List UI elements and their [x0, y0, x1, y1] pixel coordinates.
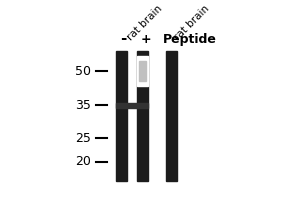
Text: -: - — [120, 31, 127, 46]
Bar — [166, 51, 177, 181]
Text: 25: 25 — [75, 132, 91, 145]
Text: 20: 20 — [75, 155, 91, 168]
Bar — [116, 103, 148, 108]
Text: rat brain: rat brain — [172, 3, 211, 42]
Text: rat brain: rat brain — [125, 3, 164, 42]
Text: +: + — [140, 33, 151, 46]
Bar — [139, 61, 146, 81]
Bar — [137, 56, 148, 86]
Text: Peptide: Peptide — [163, 33, 217, 46]
Bar — [116, 51, 127, 181]
Text: 50: 50 — [75, 65, 91, 78]
Bar — [137, 51, 148, 181]
Text: 35: 35 — [75, 99, 91, 112]
